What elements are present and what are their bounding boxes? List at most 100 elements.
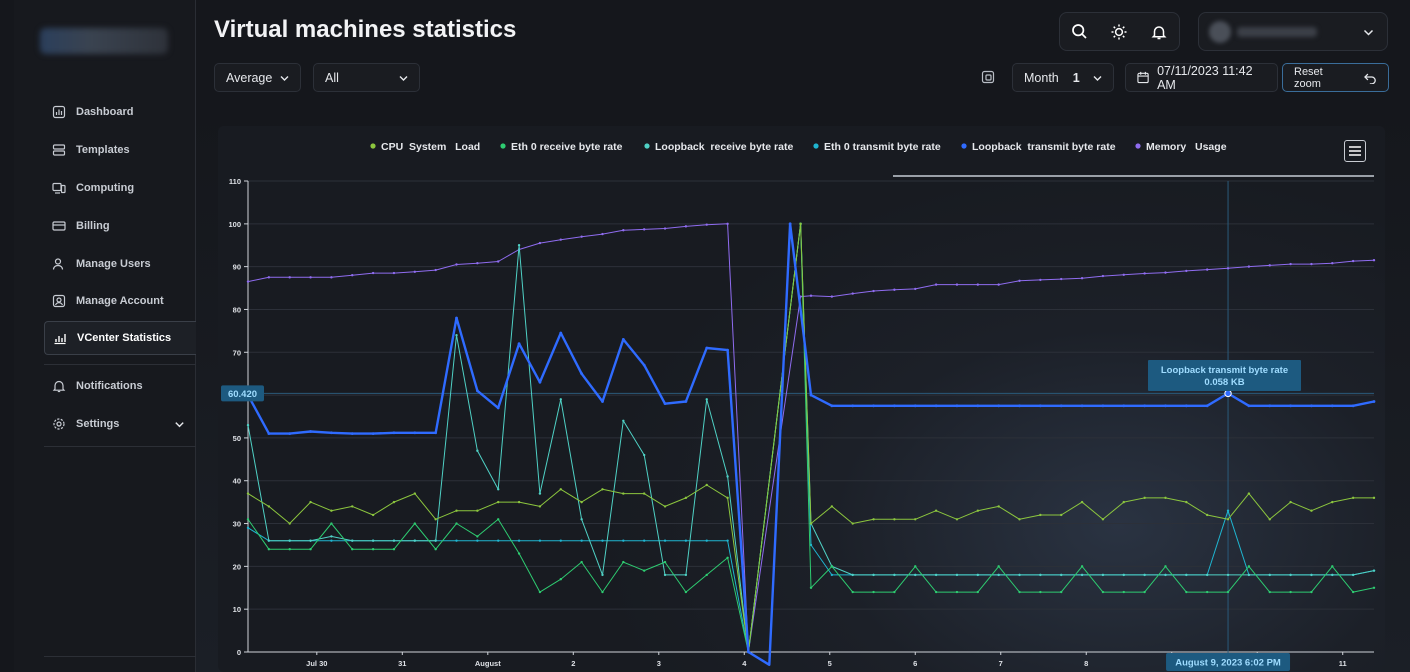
notifications-button[interactable] [1148,21,1170,43]
sidebar-divider [44,656,196,657]
legend-label[interactable]: Loopback transmit byte rate [972,141,1116,153]
chevron-down-icon [280,76,289,81]
data-point-memory [434,268,437,272]
data-point-cpu [1205,513,1209,517]
sidebar-item-templates[interactable]: Templates [44,133,196,167]
account-icon [52,294,66,308]
data-point-eth0_tx [559,539,562,542]
search-icon [1072,24,1087,39]
data-point-loopback_rx [663,573,667,577]
data-point-cpu [601,488,604,491]
data-point-loopback_tx [496,406,500,410]
data-point-cpu [914,518,917,521]
data-point-memory [1164,271,1167,274]
user-menu[interactable] [1198,12,1388,51]
users-icon [52,258,64,270]
data-point-eth0_rx [1226,590,1230,594]
chevron-down-icon[interactable] [173,418,186,431]
data-point-memory [893,288,896,291]
data-point-cpu [799,222,802,226]
y-tick-label: 100 [228,220,241,229]
sidebar-item-notifications[interactable]: Notifications [44,369,196,403]
data-point-memory [309,276,312,279]
data-point-memory [1247,265,1251,268]
data-point-memory [455,263,458,266]
data-point-eth0_rx [434,548,437,551]
data-point-cpu [1268,518,1271,521]
y-tick-label: 70 [233,348,241,357]
data-point-loopback_rx [330,535,333,538]
data-point-cpu [371,513,375,517]
statistics-chart[interactable]: 0102030405060708090100110Jul 3031August2… [218,126,1385,672]
theme-toggle-button[interactable] [1108,21,1130,43]
data-point-loopback_rx [455,333,458,337]
legend-label[interactable]: CPU System Load [381,141,480,153]
data-point-loopback_rx [267,539,271,542]
data-point-loopback_tx [1289,404,1292,408]
data-point-cpu [851,522,854,525]
period-select[interactable]: Month 1 [1012,63,1114,92]
data-point-loopback_rx [1122,573,1125,577]
data-point-memory [413,270,417,273]
date-picker[interactable]: 07/11/2023 11:42 AM [1125,63,1278,92]
filter-select[interactable]: All [313,63,420,92]
x-tick-label: August [475,659,501,668]
y-tick-label: 30 [233,520,241,529]
data-point-eth0_rx [1060,590,1063,594]
data-point-memory [914,287,917,291]
data-point-memory [476,262,479,265]
data-point-eth0_rx [1289,590,1292,594]
datetime-value: 07/11/2023 11:42 AM [1157,63,1253,92]
y-tick-label: 0 [237,648,241,657]
x-tick-label: 8 [1084,659,1088,668]
data-point-eth0_rx [851,590,854,594]
data-point-eth0_rx [1122,590,1125,594]
brand-logo[interactable] [40,28,168,54]
series-line-memory [247,223,1375,653]
data-point-loopback_rx [476,449,479,452]
sidebar-item-dashboard[interactable]: Dashboard [44,95,196,129]
legend-label[interactable]: Memory Usage [1146,141,1227,153]
undo-icon [1364,73,1377,84]
data-point-cpu [580,500,583,504]
export-button[interactable] [977,66,999,88]
sidebar-item-billing[interactable]: Billing [44,209,196,243]
legend-label[interactable]: Loopback receive byte rate [655,141,793,153]
chart-icon [54,334,66,345]
data-point-loopback_rx [997,573,1000,577]
data-point-cpu [622,492,625,495]
data-point-loopback_rx [288,539,291,542]
aggregate-select[interactable]: Average [214,63,301,92]
sidebar-item-manage-account[interactable]: Manage Account [44,284,196,318]
x-tick-label: 3 [657,659,661,668]
tooltip-series: Loopback transmit byte rate [1161,365,1288,376]
data-point-loopback_tx [392,431,396,435]
data-point-eth0_tx [455,539,458,542]
data-point-loopback_rx [684,573,688,577]
data-point-eth0_rx [538,590,542,594]
chart-menu-button[interactable] [1344,140,1366,162]
bell-icon [52,380,66,393]
data-point-eth0_tx [830,573,834,577]
search-button[interactable] [1069,21,1091,43]
data-point-loopback_tx [997,404,1001,408]
data-point-eth0_rx [955,590,959,594]
data-point-eth0_rx [517,552,521,555]
sidebar-item-manage-users[interactable]: Manage Users [44,247,196,281]
data-point-cpu [1080,500,1084,504]
sidebar-item-settings[interactable]: Settings [44,407,196,441]
data-point-loopback_rx [601,573,604,577]
data-point-memory [705,223,708,226]
data-point-eth0_tx [601,539,604,542]
legend-label[interactable]: Eth 0 receive byte rate [511,141,623,153]
data-point-loopback_tx [267,432,271,436]
data-point-memory [642,228,646,231]
data-point-memory [872,289,875,293]
data-point-loopback_rx [705,398,708,401]
crosshair-y-badge [221,385,264,402]
reset-zoom-button[interactable]: Reset zoom [1282,63,1389,92]
data-point-loopback_rx [1018,573,1021,577]
sidebar-item-vcenter-statistics[interactable]: VCenter Statistics [44,321,196,355]
legend-label[interactable]: Eth 0 transmit byte rate [824,141,941,153]
sidebar-item-computing[interactable]: Computing [44,171,196,205]
